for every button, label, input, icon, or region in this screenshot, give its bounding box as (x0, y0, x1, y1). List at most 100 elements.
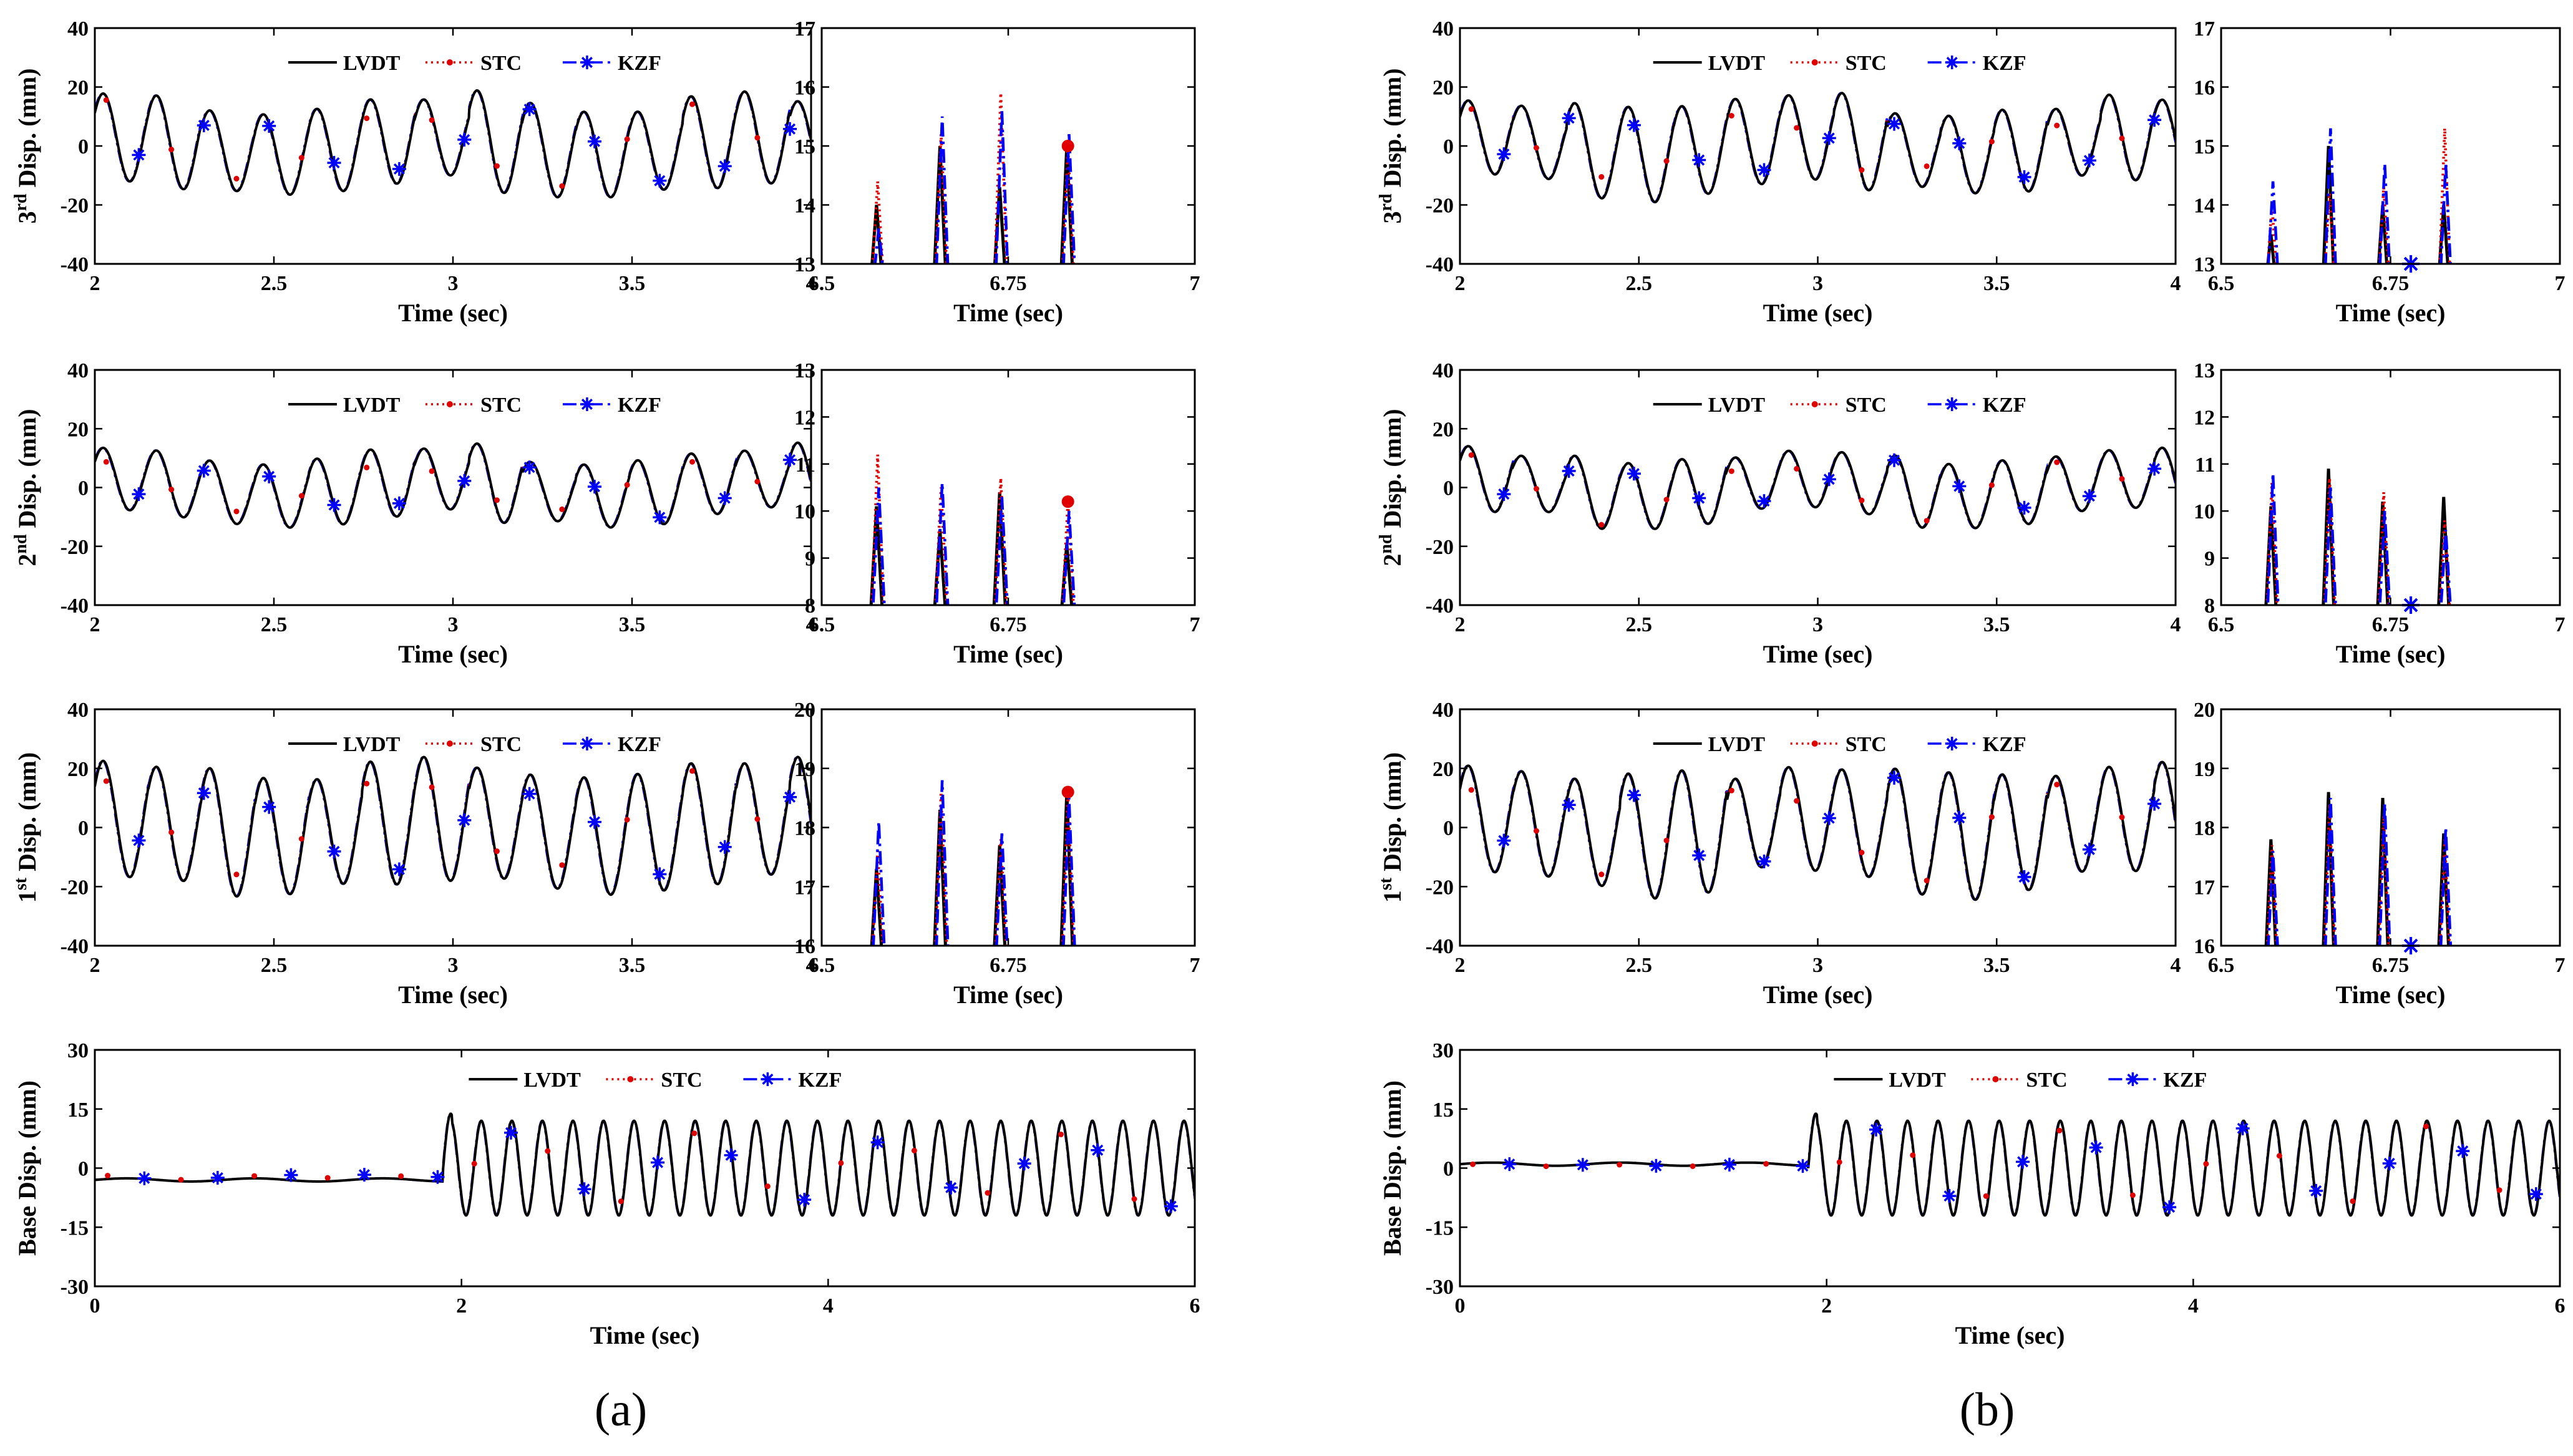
y-tick-label: 20 (67, 758, 89, 781)
kzf-marker (1887, 117, 1902, 131)
kzf-marker (1887, 770, 1902, 785)
legend-kzf-label: KZF (618, 733, 661, 756)
chart-a-2nd-zoom: 6.5 6.75 7 8 9 10 11 12 13 Time (sec) (794, 359, 1200, 668)
stc-marker (429, 468, 435, 474)
legend-stc-label: STC (480, 394, 522, 417)
kzf-marker (2082, 842, 2096, 857)
stc-marker (1598, 174, 1605, 180)
x-tick-label: 6.5 (809, 272, 835, 295)
y-tick-label: 20 (1432, 77, 1454, 100)
series-lvdt-line (870, 792, 1074, 946)
legend-stc-marker (1811, 59, 1818, 66)
y-tick-label: 19 (2194, 758, 2215, 781)
kzf-marker (132, 833, 146, 848)
chart-a-1st-main: 2 2.5 3 3.5 4 -40 -20 0 20 40 Time (sec) 1st Disp. … (11, 699, 817, 1009)
stc-marker (1794, 125, 1800, 131)
y-tick-label: -20 (1426, 195, 1454, 218)
kzf-marker (1562, 111, 1576, 125)
x-tick-label: 3.5 (1983, 613, 2010, 636)
stc-marker (364, 780, 370, 787)
stc-marker (2423, 1124, 2430, 1130)
stc-marker (1690, 1163, 1696, 1169)
x-tick-label: 7 (1190, 954, 1200, 977)
y-tick-label: -40 (1426, 935, 1454, 958)
x-tick-label: 2 (456, 1294, 467, 1318)
kzf-marker (651, 1155, 665, 1170)
y-tick-label: 16 (2194, 77, 2215, 100)
y-tick-label: 20 (1432, 758, 1454, 781)
x-tick-label: 7 (1190, 272, 1200, 295)
legend-stc-marker (627, 1076, 634, 1082)
stc-marker (1470, 1161, 1476, 1167)
kzf-marker (1757, 854, 1771, 868)
x-tick-label: 4 (806, 954, 817, 977)
axes-frame (94, 369, 812, 606)
legend-stc-label: STC (480, 733, 522, 756)
legend-kzf-label: KZF (618, 394, 661, 417)
kzf-marker (2147, 797, 2162, 811)
stc-marker (298, 155, 304, 161)
series-kzf-line (872, 482, 1076, 605)
y-tick-label: -15 (1426, 1216, 1454, 1240)
kzf-marker (2017, 870, 2031, 884)
kzf-marker (262, 800, 276, 814)
x-tick-label: 6 (1190, 1294, 1200, 1318)
series-kzf-line (1460, 92, 2176, 203)
stc-marker (624, 482, 630, 488)
legend-stc-label: STC (2026, 1069, 2067, 1092)
series-lvdt-line (2264, 468, 2451, 605)
legend: LVDT STC KZF (1834, 1069, 2207, 1092)
x-axis-label: Time (sec) (953, 299, 1063, 327)
y-tick-label: 8 (2204, 595, 2215, 618)
legend-kzf-label: KZF (1983, 394, 2026, 417)
y-tick-label: 0 (1443, 1158, 1454, 1181)
kzf-marker (1502, 1157, 1517, 1172)
y-axis-label: Base Disp. (mm) (13, 1080, 41, 1256)
stc-marker (2054, 459, 2060, 465)
x-tick-label: 6.75 (990, 954, 1027, 977)
legend-kzf-marker (1945, 56, 1959, 69)
stc-marker (2203, 1161, 2209, 1167)
stc-marker (103, 459, 109, 465)
kzf-marker (1497, 147, 1511, 162)
chart-b-3rd-main: 2 2.5 3 3.5 4 -40 -20 0 20 40 Time (sec) 3rd Disp. … (1376, 17, 2181, 327)
stc-marker (1534, 486, 1540, 492)
x-tick-label: 2.5 (1626, 954, 1653, 977)
plot-area (1460, 760, 2176, 901)
legend-lvdt-label: LVDT (343, 52, 401, 75)
stc-marker (2276, 1153, 2282, 1159)
stc-marker (298, 836, 304, 842)
y-tick-label: 9 (2204, 548, 2215, 571)
y-tick-label: 30 (67, 1039, 89, 1062)
stc-marker (1061, 140, 1074, 152)
x-tick-label: 6.5 (809, 613, 835, 636)
kzf-marker (2147, 462, 2162, 476)
y-tick-label: 20 (794, 699, 815, 722)
stc-marker (178, 1177, 184, 1183)
kzf-marker (2017, 170, 2031, 184)
stc-marker (2119, 135, 2125, 142)
kzf-marker (1627, 118, 1641, 132)
chart-b-2nd-zoom: 6.5 6.75 7 8 9 10 11 12 13 Time (sec) (2194, 359, 2566, 668)
y-tick-label: 40 (67, 359, 89, 382)
legend-stc-label: STC (1846, 394, 1887, 417)
plot-area (1460, 92, 2176, 203)
y-tick-label: 13 (2194, 253, 2215, 276)
y-axis-label: 2nd Disp. (mm) (1376, 409, 1407, 566)
kzf-marker (1575, 1158, 1590, 1172)
stc-marker (1728, 468, 1734, 474)
y-tick-label: 13 (794, 359, 815, 382)
x-axis-label: Time (sec) (590, 1321, 700, 1349)
kzf-marker (1887, 453, 1902, 467)
kzf-marker (577, 1182, 591, 1196)
stc-marker (754, 478, 761, 485)
stc-marker (618, 1198, 624, 1205)
kzf-marker (1627, 788, 1641, 802)
kzf-marker (587, 134, 601, 148)
y-tick-label: 0 (78, 817, 89, 840)
legend-stc-label: STC (1846, 733, 1887, 756)
chart-b-2nd-main: 2 2.5 3 3.5 4 -40 -20 0 20 40 Time (sec) 2nd Disp. … (1376, 359, 2181, 668)
kzf-marker (210, 1171, 225, 1185)
y-tick-label: 12 (794, 406, 815, 429)
